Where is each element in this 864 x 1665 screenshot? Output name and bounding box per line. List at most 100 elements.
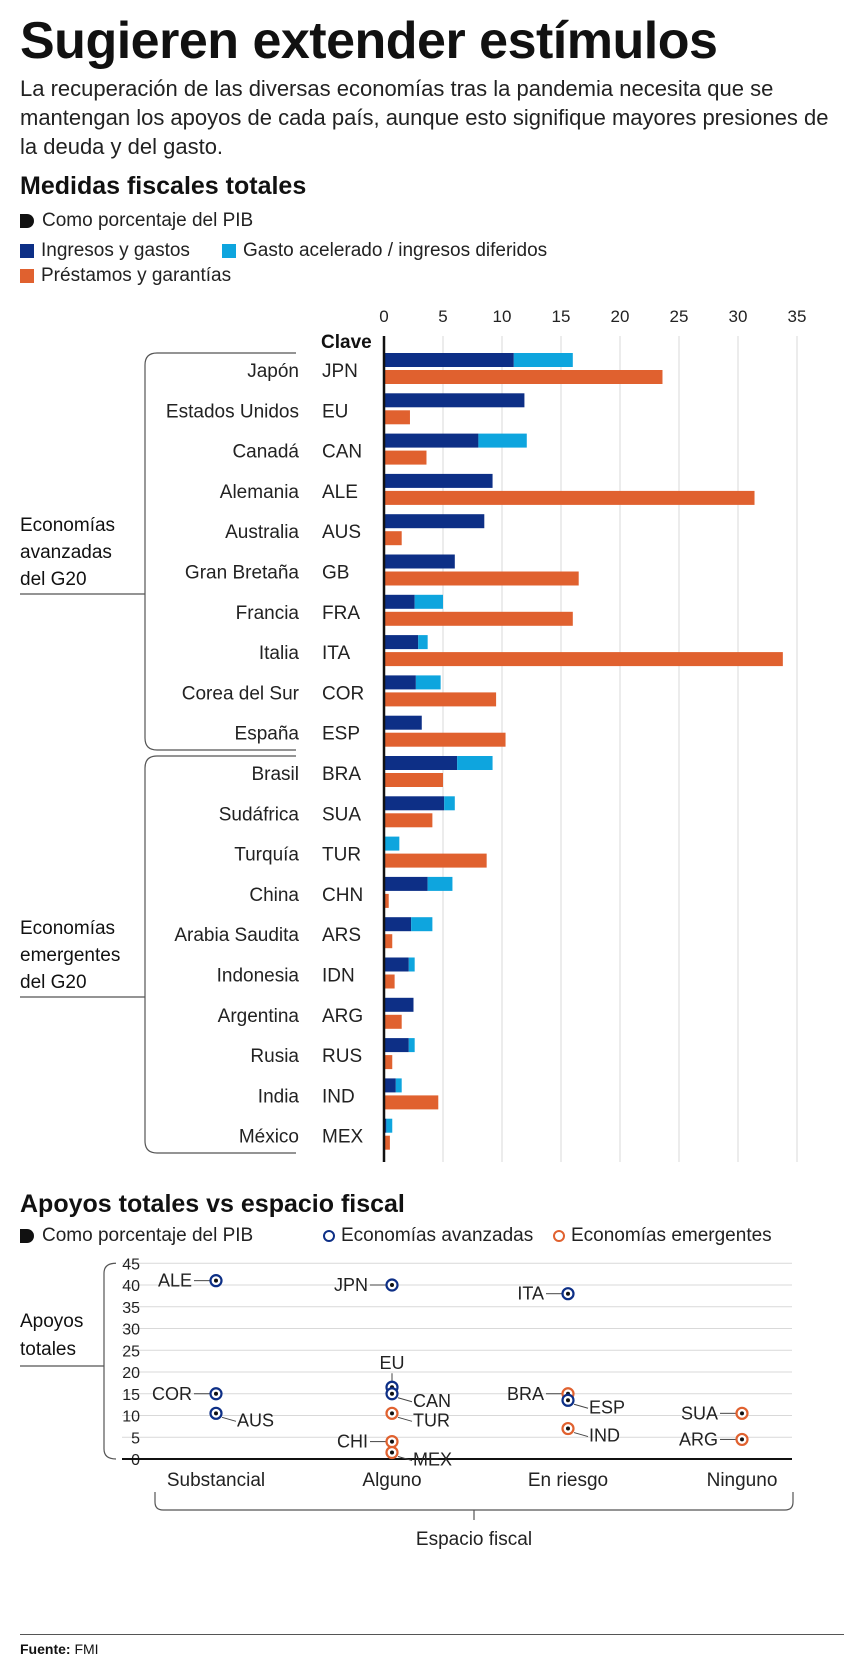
bar-segment	[384, 514, 485, 529]
bar-segment-loans	[384, 1095, 439, 1110]
bar-segment	[411, 917, 433, 932]
source-value: FMI	[74, 1641, 99, 1657]
y-tick-label: 15	[122, 1387, 140, 1404]
bar-segment-loans	[384, 974, 395, 989]
y-tick-label: 30	[122, 1322, 140, 1339]
point-label: AUS	[237, 1410, 274, 1430]
scatter-point-center	[740, 1411, 744, 1416]
point-label: SUA	[681, 1403, 718, 1423]
ring-icon-advanced	[323, 1230, 335, 1242]
legend-item-gasto: Gasto acelerado / ingresos diferidos	[222, 240, 547, 262]
country-code: ALE	[322, 482, 358, 503]
pennant-icon	[20, 1229, 34, 1243]
group-label: Economías	[20, 918, 115, 939]
legend-swatch-navy	[20, 244, 34, 258]
legend-item-prestamos: Préstamos y garantías	[20, 265, 231, 287]
scatter-point-center	[390, 1450, 394, 1455]
country-label: India	[258, 1086, 300, 1107]
scatter-point-center	[566, 1398, 570, 1403]
legend-label-advanced: Economías avanzadas	[341, 1225, 534, 1246]
legend-item-emerging: Economías emergentes	[553, 1225, 772, 1247]
x-tick-label: 5	[438, 307, 447, 326]
x-tick-label: 0	[379, 307, 388, 326]
bar-segment	[415, 675, 441, 690]
legend-label-emerging: Economías emergentes	[571, 1225, 772, 1246]
country-code: COR	[322, 683, 364, 704]
country-label: Sudáfrica	[219, 804, 300, 825]
group-label: del G20	[20, 569, 87, 590]
bar-chart-unit: Como porcentaje del PIB	[20, 210, 253, 232]
legend-swatch-orange	[20, 269, 34, 283]
scatter-chart-title: Apoyos totales vs espacio fiscal	[20, 1190, 405, 1218]
bar-chart: 0 5 10 15 20 25 30 35 Clave Japón JPN Estados Unido…	[20, 307, 807, 1162]
x-axis-label: Espacio fiscal	[416, 1529, 532, 1550]
bar-segment-loans	[384, 370, 663, 384]
bar-segment	[478, 433, 527, 448]
group-bracket	[144, 352, 296, 751]
group-label: del G20	[20, 972, 87, 993]
point-label: COR	[152, 1384, 192, 1404]
bar-segment-loans	[384, 1135, 390, 1150]
bar-segment	[384, 554, 455, 569]
country-code: ARG	[322, 1006, 363, 1027]
point-label: MEX	[413, 1449, 452, 1469]
scatter-point-center	[214, 1411, 218, 1416]
point-label: ESP	[589, 1397, 625, 1417]
country-label: Australia	[225, 522, 299, 543]
x-tick-label: 35	[788, 307, 807, 326]
point-label: CHI	[337, 1432, 368, 1452]
bar-segment-loans	[384, 813, 433, 828]
x-axis-bracket	[154, 1492, 794, 1511]
country-label: Brasil	[251, 764, 299, 785]
bar-segment	[384, 1078, 396, 1093]
bar-segment-loans	[384, 1014, 402, 1029]
bar-segment-loans	[384, 611, 573, 626]
country-label: Gran Bretaña	[185, 563, 299, 584]
bar-segment	[457, 756, 493, 770]
country-label: Turquía	[234, 845, 299, 866]
bar-chart-unit-label: Como porcentaje del PIB	[42, 210, 254, 231]
country-code: CAN	[322, 442, 362, 463]
bar-segment	[384, 1038, 409, 1053]
pennant-icon	[20, 214, 34, 228]
country-label: Rusia	[250, 1046, 299, 1067]
y-tick-label: 25	[122, 1343, 140, 1360]
x-category-label: En riesgo	[528, 1470, 608, 1491]
page-subtitle: La recuperación de las diversas economía…	[20, 76, 829, 159]
country-label: España	[235, 724, 300, 745]
bar-segment	[384, 756, 458, 770]
country-code: FRA	[322, 603, 360, 624]
bar-segment-loans	[384, 450, 427, 465]
y-tick-label: 10	[122, 1409, 140, 1426]
bar-segment	[384, 433, 479, 448]
x-tick-label: 10	[493, 307, 512, 326]
y-tick-label: 45	[122, 1256, 140, 1273]
country-code: AUS	[322, 522, 361, 543]
bar-segment	[395, 1078, 402, 1093]
country-code: ESP	[322, 724, 360, 745]
country-code: GB	[322, 563, 349, 584]
footer-divider	[20, 1634, 844, 1635]
y-tick-label: 40	[122, 1278, 140, 1295]
point-label: IND	[589, 1426, 620, 1446]
bar-segment-loans	[384, 490, 755, 505]
country-code: EU	[322, 401, 348, 422]
scatter-point-center	[390, 1283, 394, 1287]
bar-segment	[384, 876, 428, 891]
scatter-point-center	[214, 1278, 218, 1283]
bar-segment	[384, 917, 412, 932]
country-label: Japón	[247, 361, 299, 382]
bar-segment-loans	[384, 773, 443, 787]
bar-segment	[384, 997, 414, 1012]
bar-segment	[384, 836, 400, 851]
bar-segment	[384, 393, 525, 408]
bar-segment	[418, 635, 428, 650]
country-label: Alemania	[220, 482, 300, 503]
legend-item-ingresos: Ingresos y gastos	[20, 240, 190, 262]
source-label: Fuente:	[20, 1641, 71, 1657]
country-code: SUA	[322, 804, 361, 825]
y-axis-label: totales	[20, 1339, 76, 1360]
point-leader	[221, 1416, 237, 1422]
country-label: Italia	[259, 643, 300, 664]
country-code: IND	[322, 1086, 355, 1107]
